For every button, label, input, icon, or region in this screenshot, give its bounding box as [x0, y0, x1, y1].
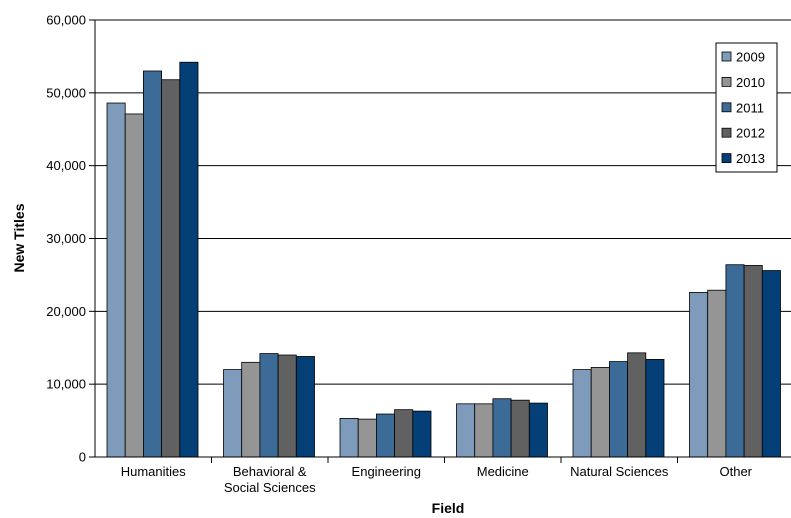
bar-2010-2 — [357, 418, 377, 458]
bar-2013-4 — [645, 359, 665, 458]
bar-2011-4 — [609, 361, 629, 458]
y-tick-label: 10,000 — [46, 377, 86, 392]
bar-2012-1 — [277, 354, 297, 458]
legend-label-2009: 2009 — [736, 50, 765, 65]
axes — [89, 19, 791, 463]
legend-swatch-2010 — [721, 77, 732, 87]
bar-2009-5 — [689, 291, 709, 458]
bar-2013-3 — [528, 402, 548, 458]
bar-2009-0 — [106, 102, 126, 458]
x-tick-label: Engineering — [352, 464, 421, 479]
bar-2010-1 — [241, 361, 261, 458]
y-tick-labels: 0 10,000 20,000 30,000 40,000 50,000 60,000 — [46, 13, 86, 465]
legend-swatch-2009 — [721, 51, 732, 62]
bar-2013-5 — [761, 270, 781, 458]
y-tick-label: 50,000 — [46, 85, 86, 100]
bar-2009-4 — [572, 369, 592, 458]
legend-label-2013: 2013 — [736, 151, 765, 166]
bar-2011-2 — [375, 413, 395, 458]
x-axis-title: Field — [432, 500, 465, 516]
x-tick-label: Humanities — [121, 464, 187, 479]
legend-swatch-2012 — [721, 127, 732, 138]
bar-2012-3 — [510, 399, 530, 458]
x-tick-label: Behavioral & Social Sciences — [224, 464, 316, 495]
bar-2010-3 — [474, 403, 494, 458]
x-tick-label: Medicine — [477, 464, 529, 479]
bars — [106, 61, 781, 458]
gridlines — [95, 19, 791, 385]
x-tick-label: Natural Sciences — [570, 464, 669, 479]
y-tick-label: 60,000 — [46, 13, 86, 28]
legend-swatch-2013 — [721, 153, 732, 164]
bar-2012-4 — [627, 352, 647, 458]
x-tick-labels: Humanities Behavioral & Social Sciences Eng… — [121, 464, 753, 495]
legend-label-2011: 2011 — [736, 100, 764, 115]
bar-2011-3 — [492, 398, 512, 458]
bar-2012-2 — [394, 409, 414, 458]
legend-swatch-2011 — [721, 102, 732, 113]
bar-2012-5 — [743, 265, 763, 458]
bar-2013-1 — [295, 356, 315, 458]
bar-2013-2 — [412, 410, 432, 458]
bar-2012-0 — [161, 79, 181, 458]
y-tick-label: 0 — [79, 450, 86, 465]
legend: 2009 2010 2011 2012 2013 — [715, 42, 778, 173]
y-tick-label: 40,000 — [46, 158, 86, 173]
legend-label-2012: 2012 — [736, 126, 765, 141]
y-axis-title: New Titles — [11, 203, 27, 272]
bar-2013-0 — [179, 61, 199, 458]
x-tick-label: Other — [719, 464, 752, 479]
bar-2011-1 — [259, 353, 279, 458]
bar-2009-2 — [339, 417, 359, 458]
bar-2009-3 — [456, 403, 476, 458]
bar-2011-0 — [142, 70, 162, 458]
bar-2011-5 — [725, 264, 745, 458]
y-tick-label: 30,000 — [46, 231, 86, 246]
bar-2010-4 — [590, 367, 610, 458]
bar-2010-5 — [707, 289, 727, 458]
bar-2009-1 — [223, 369, 243, 458]
bar-2010-0 — [124, 113, 144, 458]
y-tick-label: 20,000 — [46, 304, 86, 319]
legend-label-2010: 2010 — [736, 75, 765, 90]
